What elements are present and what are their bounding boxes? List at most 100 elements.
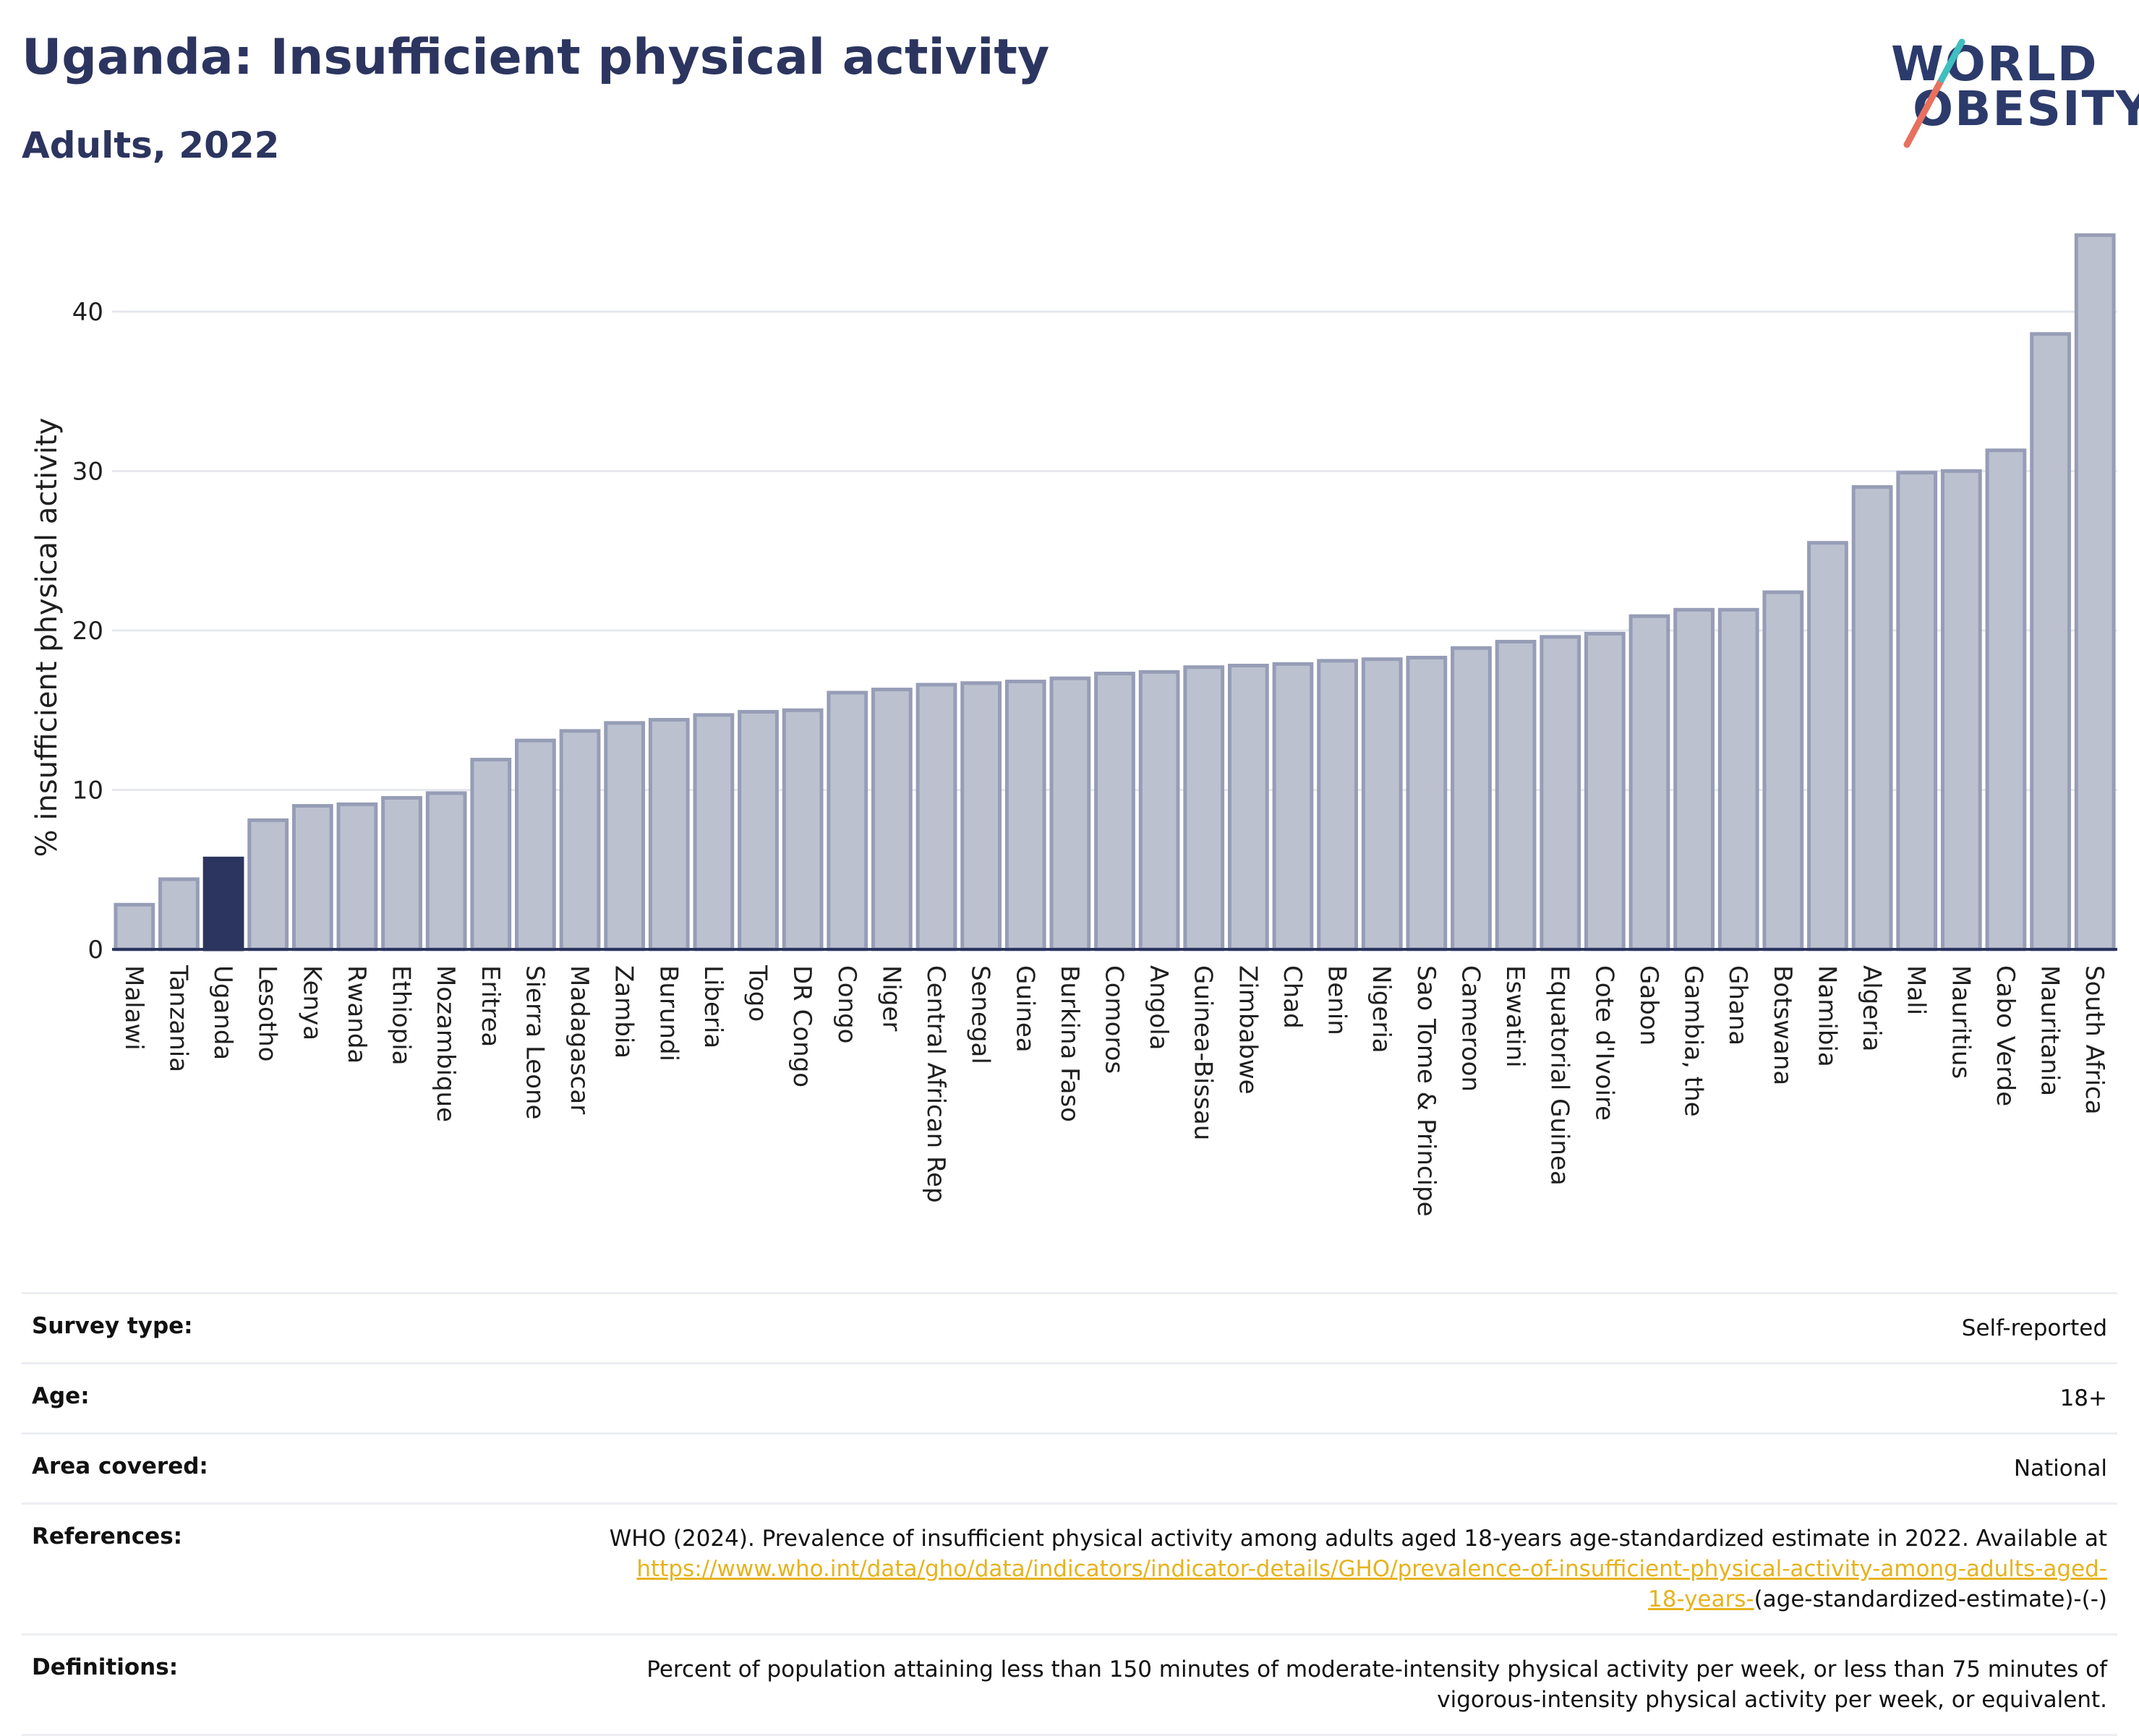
x-tick-label: Mauritius — [1946, 965, 1975, 1079]
bar-senegal — [960, 681, 1002, 952]
bar-burundi — [648, 717, 690, 952]
bar-eswatini — [1495, 639, 1537, 952]
x-tick-label: Gambia, the — [1679, 965, 1708, 1117]
x-tick-label: Botswana — [1768, 965, 1797, 1085]
bar-niger — [871, 688, 913, 952]
age-label: Age: — [22, 1362, 447, 1434]
x-tick-label: Senegal — [966, 965, 995, 1064]
bar-south-africa — [2074, 233, 2116, 952]
bar-comoros — [1094, 672, 1135, 952]
x-tick-label: Angola — [1144, 965, 1173, 1050]
age-value: 18+ — [447, 1362, 2117, 1434]
x-tick-label: Lesotho — [253, 965, 282, 1061]
x-tick-label: Ethiopia — [387, 965, 416, 1065]
x-tick-label: Algeria — [1857, 965, 1886, 1051]
bar-equatorial-guinea — [1540, 635, 1581, 952]
survey-type-value: Self-reported — [447, 1292, 2117, 1364]
bar-madagascar — [559, 729, 601, 952]
bar-liberia — [693, 713, 735, 952]
x-tick-label: Mozambique — [431, 965, 460, 1122]
x-tick-label: Comoros — [1100, 965, 1129, 1074]
bar-cameroon — [1451, 646, 1492, 952]
x-tick-label: Uganda — [208, 965, 237, 1060]
bar-cote-d-ivoire — [1584, 631, 1626, 952]
info-row-age: Age: 18+ — [22, 1362, 2117, 1434]
x-tick-label: Mauritania — [2036, 965, 2065, 1096]
bar-eritrea — [470, 758, 512, 952]
x-tick-label: Namibia — [1812, 965, 1841, 1067]
bar-congo — [827, 690, 868, 952]
bar-togo — [738, 709, 779, 952]
world-obesity-logo: WORLD OBESITY — [1891, 36, 2139, 152]
x-tick-label: Madagascar — [565, 965, 594, 1114]
bar-guinea — [1004, 680, 1046, 952]
info-row-definitions: Definitions: Percent of population attai… — [22, 1633, 2117, 1736]
survey-type-label: Survey type: — [22, 1292, 447, 1364]
x-tick-label: Tanzania — [163, 965, 192, 1072]
references-link[interactable]: https://www.who.int/data/gho/data/indica… — [636, 1556, 2107, 1582]
y-tick-label: 10 — [72, 777, 103, 805]
info-row-references: References: WHO (2024). Prevalence of in… — [22, 1502, 2117, 1635]
references-link-cont[interactable]: 18-years- — [1647, 1586, 1754, 1612]
y-tick-label: 40 — [72, 298, 103, 327]
references-value: WHO (2024). Prevalence of insufficient p… — [447, 1502, 2117, 1635]
x-tick-label: Cabo Verde — [1991, 965, 2020, 1106]
area-value: National — [447, 1432, 2117, 1505]
bar-chart: 0 10 20 30 40 % insufficient physical activit… — [30, 233, 2117, 1217]
bar-rwanda — [336, 802, 378, 952]
bar-uganda — [202, 856, 244, 952]
x-tick-label: Liberia — [699, 965, 727, 1048]
x-tick-label: Chad — [1278, 965, 1307, 1029]
bar-mauritania — [2030, 332, 2071, 952]
bar-burkina-faso — [1049, 676, 1091, 952]
bar-zimbabwe — [1227, 664, 1269, 952]
bar-dr-congo — [782, 708, 824, 952]
x-tick-label: Equatorial Guinea — [1545, 965, 1574, 1186]
x-tick-label: Guinea-Bissau — [1189, 965, 1218, 1140]
area-label: Area covered: — [22, 1432, 447, 1505]
x-tick-label: Guinea — [1010, 965, 1039, 1053]
x-tick-label: Zambia — [610, 965, 639, 1059]
x-tick-label: Congo — [832, 965, 861, 1043]
x-tick-label: Benin — [1323, 965, 1352, 1035]
x-tick-label: Burkina Faso — [1055, 965, 1084, 1122]
bar-sierra-leone — [515, 738, 556, 952]
bar-malawi — [114, 902, 155, 952]
x-tick-label: Eritrea — [476, 965, 505, 1047]
bar-mozambique — [425, 791, 467, 952]
x-tick-label: Malawi — [119, 965, 148, 1051]
definitions-value: Percent of population attaining less tha… — [447, 1633, 2117, 1736]
bar-sao-tome-principe — [1406, 655, 1448, 952]
bar-algeria — [1851, 485, 1893, 952]
bar-botswana — [1762, 590, 1804, 952]
x-tick-label: Nigeria — [1367, 965, 1396, 1053]
definitions-line-1: Percent of population attaining less tha… — [646, 1656, 2107, 1682]
definitions-line-2: vigorous-intensity physical activity per… — [1437, 1687, 2107, 1713]
bar-guinea-bissau — [1183, 665, 1225, 952]
bar-chad — [1272, 662, 1314, 952]
bar-ghana — [1717, 607, 1759, 952]
x-tick-label: DR Congo — [787, 965, 816, 1087]
x-tick-label: Zimbabwe — [1233, 965, 1262, 1095]
bar-nigeria — [1361, 657, 1403, 952]
y-tick-label: 30 — [72, 458, 103, 487]
info-table: Survey type: Self-reported Age: 18+ Area… — [22, 1292, 2117, 1736]
references-text: WHO (2024). Prevalence of insufficient p… — [609, 1526, 2107, 1552]
bar-gambia-the — [1673, 607, 1715, 952]
bar-kenya — [291, 804, 333, 952]
y-tick-label: 20 — [72, 617, 103, 646]
x-tick-label: Rwanda — [342, 965, 371, 1064]
info-row-survey-type: Survey type: Self-reported — [22, 1292, 2117, 1364]
definitions-label: Definitions: — [22, 1633, 447, 1736]
x-tick-label: Mali — [1902, 965, 1931, 1015]
logo-slash-icon — [1903, 38, 1965, 148]
x-tick-label: Niger — [876, 965, 905, 1031]
bar-namibia — [1807, 541, 1848, 952]
y-tick-label: 0 — [87, 936, 103, 965]
x-tick-label: Cameroon — [1456, 965, 1485, 1092]
x-tick-label: Ghana — [1723, 965, 1752, 1046]
bar-mauritius — [1940, 469, 1982, 952]
bar-lesotho — [247, 818, 289, 952]
bar-angola — [1138, 670, 1180, 952]
bar-zambia — [604, 721, 646, 952]
